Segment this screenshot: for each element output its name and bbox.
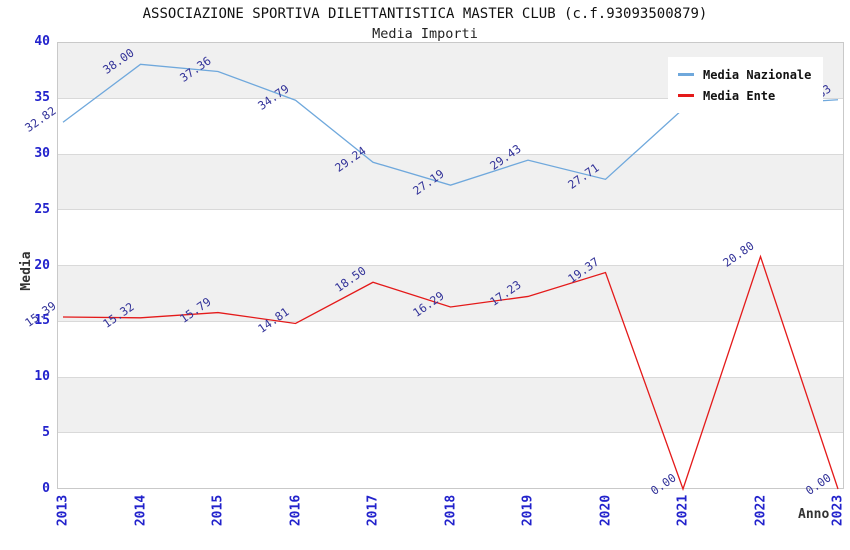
chart-subtitle: Media Importi	[372, 26, 478, 42]
y-tick-label: 35	[34, 89, 50, 105]
x-tick-label: 2021	[675, 494, 691, 527]
legend: Media Nazionale Media Ente	[668, 57, 824, 113]
plot-band	[58, 209, 843, 265]
x-tick-label: 2016	[288, 494, 303, 527]
x-tick-label: 2015	[210, 494, 226, 527]
x-tick-label: 2020	[598, 494, 613, 527]
plot-band	[58, 376, 843, 433]
x-tick-label: 2017	[365, 494, 381, 527]
y-tick-label: 0	[42, 481, 50, 496]
data-point-label: 15.39	[22, 298, 60, 330]
x-tick-label: 2019	[520, 494, 536, 527]
plot-band	[58, 265, 843, 321]
legend-item-media-nazionale: Media Nazionale	[678, 64, 811, 85]
legend-label-ente: Media Ente	[703, 88, 776, 103]
plot-band	[58, 320, 843, 377]
x-tick-label: 2014	[133, 494, 148, 527]
legend-label-nazionale: Media Nazionale	[703, 67, 812, 82]
legend-swatch-ente-icon	[678, 94, 694, 97]
y-tick-label: 5	[42, 425, 50, 441]
x-axis-label: Anno	[798, 507, 830, 522]
x-tick-label: 2018	[443, 494, 458, 527]
legend-swatch-nazionale-icon	[678, 73, 694, 76]
y-tick-label: 10	[34, 369, 50, 385]
y-axis-label: Media	[19, 251, 34, 291]
legend-item-media-ente: Media Ente	[678, 85, 811, 106]
y-tick-label: 25	[34, 201, 50, 217]
y-tick-label: 15	[34, 313, 50, 329]
chart-title: ASSOCIAZIONE SPORTIVA DILETTANTISTICA MA…	[142, 6, 708, 22]
x-tick-label: 2022	[753, 494, 768, 527]
x-tick-label: 2023	[830, 494, 846, 527]
y-tick-label: 30	[34, 145, 50, 161]
plot-band	[58, 432, 843, 488]
plot-band	[58, 153, 843, 210]
x-tick-label: 2013	[55, 494, 71, 527]
data-point-label: 32.82	[22, 103, 60, 136]
